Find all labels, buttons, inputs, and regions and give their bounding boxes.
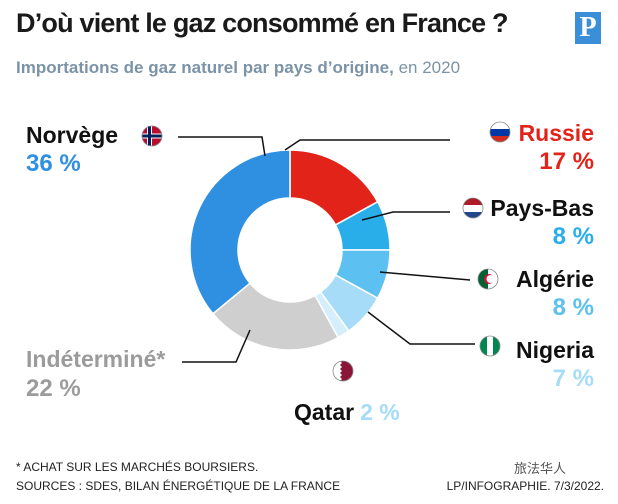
subtitle-year: en 2020 <box>393 58 461 77</box>
leader-line-norvege <box>178 136 266 157</box>
sources-note: SOURCES : SDES, BILAN ÉNERGÉTIQUE DE LA … <box>16 479 341 493</box>
label-qatar: Qatar <box>294 399 354 425</box>
value-algerie: 8 % <box>553 294 594 321</box>
leader-line-algerie <box>379 271 471 281</box>
credit-note: LP/INFOGRAPHIE. 7/3/2022. <box>446 479 604 493</box>
le-parisien-logo: P <box>575 12 601 44</box>
algeria-flag-icon <box>477 268 499 290</box>
leader-line-indetermine <box>182 329 251 363</box>
norway-flag-icon <box>141 125 163 147</box>
value-indetermine: 22 % <box>26 375 81 402</box>
label-norvege: Norvège <box>26 122 118 148</box>
chart-title: D’où vient le gaz consommé en France ? <box>16 8 509 38</box>
label-algerie: Algérie <box>516 266 594 292</box>
donut-slices <box>189 149 391 351</box>
qatar-flag-icon <box>332 360 354 382</box>
footnote-boursiers: * ACHAT SUR LES MARCHÉS BOURSIERS. <box>16 460 259 474</box>
value-nigeria: 7 % <box>553 365 594 392</box>
russia-flag-icon <box>489 121 511 143</box>
leader-line-russie <box>284 139 450 151</box>
chart-subtitle: Importations de gaz naturel par pays d’o… <box>16 58 460 78</box>
leader-line-pays-bas <box>361 211 450 221</box>
label-qatar-group: Qatar 2 % <box>294 399 400 425</box>
value-russie: 17 % <box>539 148 594 175</box>
value-qatar: 2 % <box>360 399 400 425</box>
label-pays-bas: Pays-Bas <box>490 195 594 221</box>
label-nigeria: Nigeria <box>516 337 594 363</box>
value-norvege: 36 % <box>26 150 81 177</box>
watermark-text: 旅法华人 <box>514 461 567 476</box>
value-pays-bas: 8 % <box>553 223 594 250</box>
leader-line-nigeria <box>367 311 475 345</box>
nigeria-flag-icon <box>479 335 501 357</box>
slice-norvège <box>189 149 291 315</box>
label-indetermine: Indéterminé* <box>26 346 165 372</box>
slice-indéterminé <box>211 282 340 351</box>
leader-lines <box>178 136 475 363</box>
subtitle-main: Importations de gaz naturel par pays d’o… <box>16 58 394 77</box>
netherlands-flag-icon <box>462 197 484 219</box>
label-russie: Russie <box>519 120 594 146</box>
